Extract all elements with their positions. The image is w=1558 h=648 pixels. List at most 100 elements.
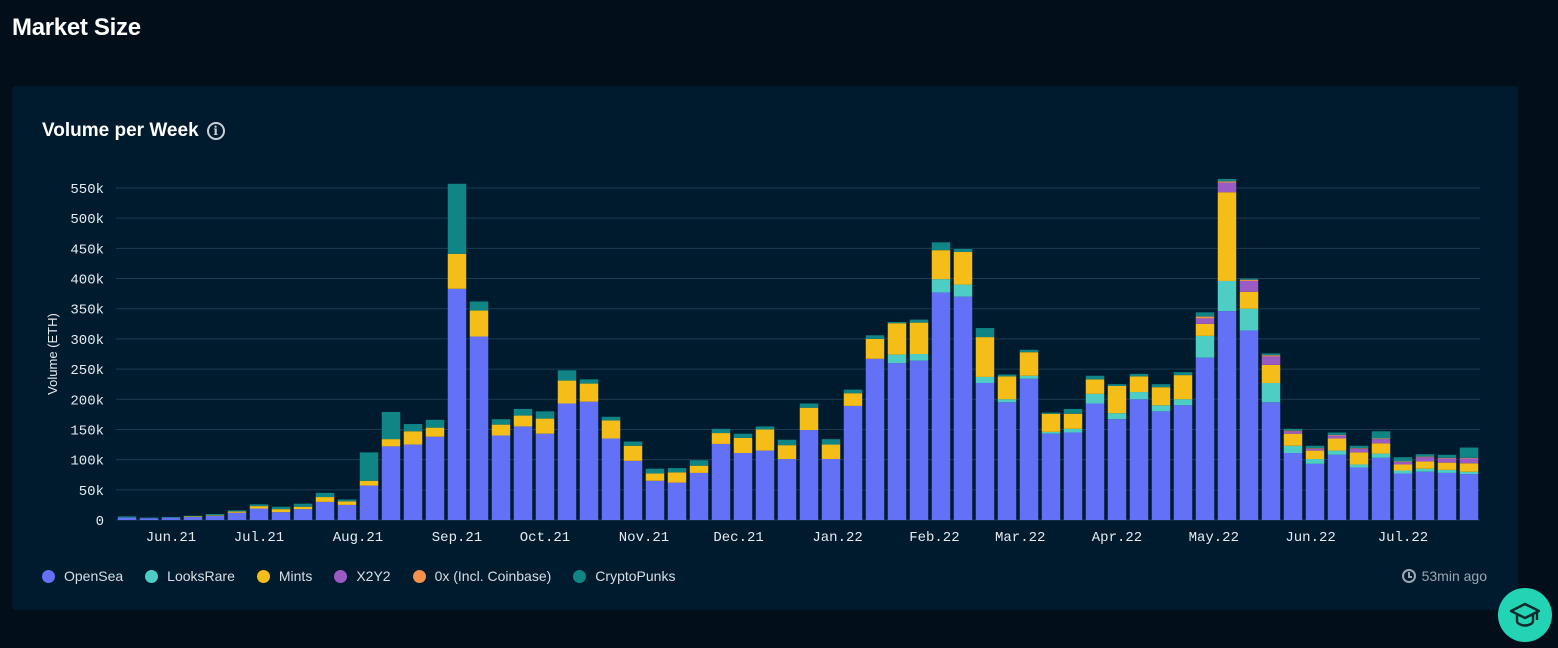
- legend-item-mints[interactable]: Mints: [256, 568, 312, 584]
- bar-segment: [711, 443, 731, 520]
- bar-segment: [1173, 375, 1193, 400]
- bar-segment: [1107, 384, 1127, 386]
- bar-segment: [843, 393, 863, 406]
- bar-segment: [799, 430, 819, 520]
- x-tick-label: Dec.21: [713, 530, 763, 546]
- bar-segment: [381, 411, 401, 440]
- bar-segment: [953, 284, 973, 297]
- bar-segment: [1283, 430, 1303, 432]
- legend-item-0x[interactable]: 0x (Incl. Coinbase): [412, 568, 551, 584]
- bar-segment: [293, 506, 313, 510]
- y-axis-label: Volume (ETH): [45, 313, 60, 395]
- bar-segment: [249, 508, 269, 520]
- bar-segment: [315, 501, 335, 520]
- bar-segment: [1371, 438, 1391, 440]
- graduation-cap-icon: [1509, 602, 1541, 627]
- bar-segment: [931, 292, 951, 520]
- bar-segment: [1437, 462, 1457, 470]
- bar-segment: [337, 501, 357, 505]
- bar-segment: [1041, 413, 1061, 432]
- bar-segment: [645, 468, 665, 474]
- bar-segment: [1349, 464, 1369, 468]
- bar-segment: [359, 452, 379, 481]
- x-tick-label: Aug.21: [333, 530, 383, 546]
- bar-segment: [887, 354, 907, 364]
- bar-segment: [469, 336, 489, 520]
- bar-segment: [975, 328, 995, 338]
- bar-segment: [1063, 428, 1083, 433]
- x-tick-label: May.22: [1189, 530, 1239, 546]
- bar-segment: [1437, 454, 1457, 458]
- x-tick-label: Jan.22: [812, 530, 862, 546]
- bar-segment: [1393, 470, 1413, 474]
- bar-segment: [403, 444, 423, 520]
- bar-segment: [447, 183, 467, 254]
- bar-segment: [491, 435, 511, 520]
- bar-segment: [425, 436, 445, 520]
- y-tick-label: 0: [96, 514, 104, 530]
- legend-item-looksrare[interactable]: LooksRare: [145, 568, 235, 584]
- bar-segment: [1195, 316, 1215, 319]
- bar-segment: [161, 516, 181, 518]
- bar-segment: [579, 379, 599, 384]
- clock-icon: [1401, 569, 1416, 583]
- y-tick-label: 450k: [70, 242, 104, 258]
- x-tick-label: Sep.21: [432, 530, 482, 546]
- bar-segment: [1217, 280, 1237, 312]
- bar-segment: [733, 452, 753, 520]
- bar-segment: [953, 248, 973, 252]
- bar-segment: [1283, 431, 1303, 434]
- bar-segment: [1239, 279, 1259, 281]
- bar-segment: [359, 485, 379, 520]
- bar-segment: [1393, 461, 1413, 463]
- bar-segment: [1261, 382, 1281, 403]
- bar-segment: [491, 424, 511, 436]
- bar-segment: [1305, 445, 1325, 449]
- legend-item-opensea[interactable]: OpenSea: [42, 568, 123, 584]
- bar-segment: [1261, 353, 1281, 356]
- bar-segment: [271, 512, 291, 520]
- y-tick-label: 100k: [70, 454, 104, 470]
- bar-segment: [1261, 364, 1281, 383]
- bar-segment: [227, 510, 247, 512]
- bar-segment: [1349, 448, 1369, 453]
- bar-segment: [1173, 405, 1193, 520]
- bar-segment: [1063, 432, 1083, 520]
- legend-item-cryptopunks[interactable]: CryptoPunks: [573, 568, 675, 584]
- bar-segment: [1195, 318, 1215, 324]
- bar-segment: [1393, 464, 1413, 471]
- bar-segment: [403, 424, 423, 432]
- bar-segment: [513, 426, 533, 520]
- bar-segment: [117, 517, 137, 520]
- bar-segment: [579, 401, 599, 520]
- info-icon[interactable]: i: [206, 122, 225, 140]
- bar-segment: [513, 408, 533, 416]
- bar-segment: [601, 420, 621, 439]
- bar-segment: [1129, 399, 1149, 520]
- bar-segment: [469, 310, 489, 337]
- bar-segment: [1459, 471, 1479, 475]
- legend-item-x2y2[interactable]: X2Y2: [334, 568, 391, 584]
- y-tick-label: 150k: [70, 423, 104, 439]
- bar-segment: [1195, 323, 1215, 336]
- bar-segment: [557, 403, 577, 520]
- help-button[interactable]: [1498, 588, 1552, 642]
- bar-segment: [425, 419, 445, 428]
- bar-segment: [1151, 384, 1171, 388]
- bar-segment: [997, 374, 1017, 377]
- bar-segment: [1371, 457, 1391, 520]
- legend-dot: [412, 569, 426, 583]
- bar-segment: [711, 433, 731, 444]
- bar-segment: [1107, 385, 1127, 414]
- bar-segment: [931, 250, 951, 280]
- chart-legend: OpenSea LooksRare Mints X2Y2 0x (Incl. C…: [42, 568, 675, 584]
- bar-segment: [931, 242, 951, 251]
- bar-segment: [865, 338, 885, 359]
- bar-segment: [1283, 428, 1303, 431]
- bar-segment: [1151, 411, 1171, 520]
- bar-segment: [1195, 357, 1215, 520]
- bar-segment: [689, 460, 709, 466]
- bar-segment: [821, 439, 841, 445]
- bar-segment: [1459, 463, 1479, 472]
- bar-segment: [381, 446, 401, 520]
